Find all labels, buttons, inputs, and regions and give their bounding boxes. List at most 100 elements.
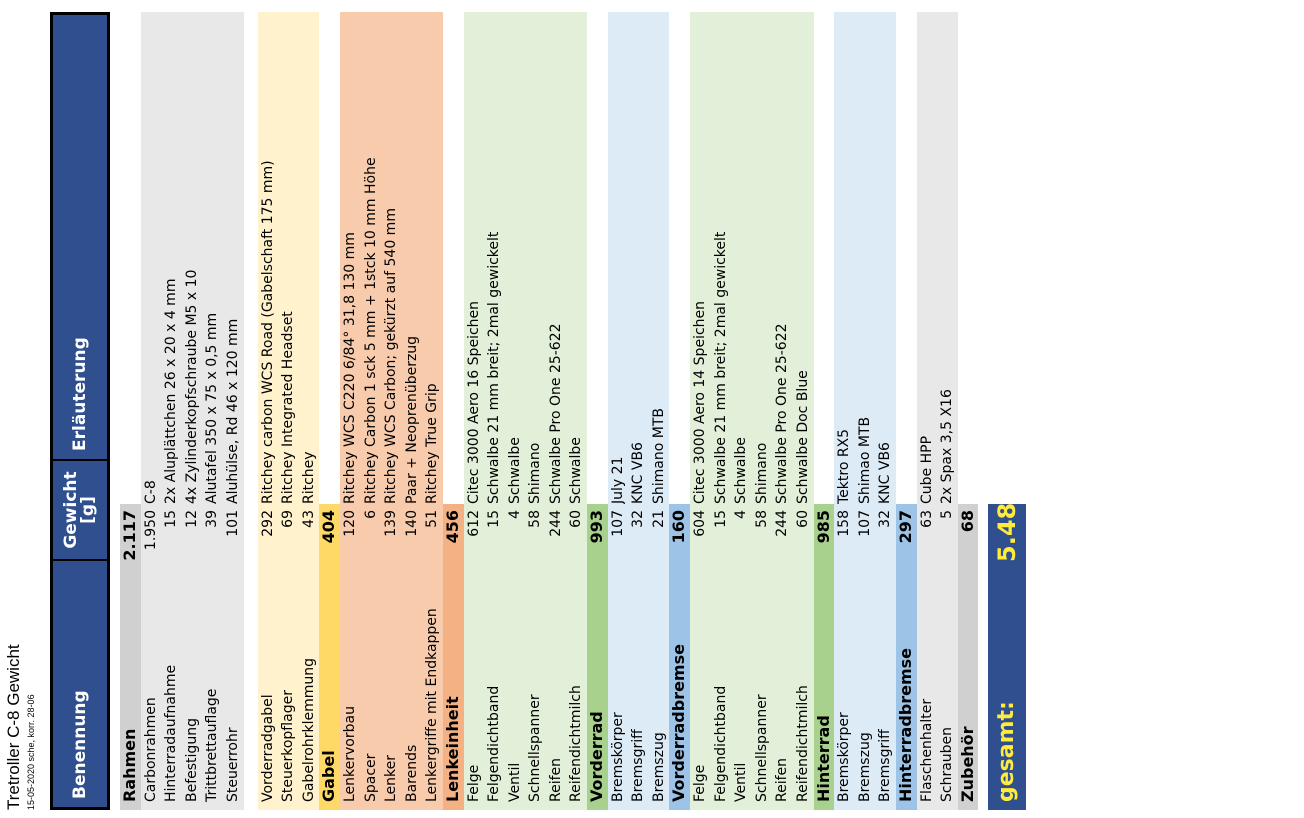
cell-weight: 58 — [753, 510, 770, 528]
section-row: Hinterrad 985 — [813, 12, 835, 810]
table-row: Ventil 4 Schwalbe — [504, 12, 526, 810]
table-row: Felgendichtband 15 Schwalbe 21 mm breit; 2… — [710, 12, 732, 810]
total-row: gesamt: 5.480 — [988, 12, 1027, 810]
table-row: Felge 612 Citec 3000 Aero 16 Speichen — [463, 12, 485, 810]
document-subtitle: 15-05-2020 sche, korr. 28-06 — [26, 694, 36, 810]
cell-name: Bremszug — [856, 732, 873, 802]
cell-weight: 139 — [383, 510, 400, 537]
cell-name: gesamt: — [994, 701, 1020, 802]
cell-note: KNC VB6 — [630, 442, 647, 504]
table-row: Bremskörper 107 July 21 — [607, 12, 629, 810]
cell-name: Barends — [403, 744, 420, 802]
table-row: Barends 140 Paar + Neoprenüberzug — [401, 12, 423, 810]
cell-note: Ritchey Carbon 1 sck 5 mm + 1stck 10 mm … — [362, 157, 379, 504]
cell-weight: 101 — [224, 510, 241, 537]
section-row: Lenkeinheit 456 — [442, 12, 464, 810]
cell-note: Ritchey — [300, 451, 317, 504]
cell-name: Gabel — [319, 750, 339, 802]
cell-weight: 292 — [259, 510, 276, 537]
cell-note: Cube HPP — [918, 435, 935, 504]
cell-weight: 32 — [630, 510, 647, 528]
cell-note — [988, 12, 1027, 504]
table-row: Reifen 244 Schwalbe Pro One 25-622 — [545, 12, 567, 810]
header-name: Benennung — [53, 559, 107, 807]
cell-name: Felge — [692, 764, 709, 802]
cell-note: Ritchey Integrated Headset — [280, 311, 297, 504]
cell-note: Citec 3000 Aero 16 Speichen — [465, 301, 482, 504]
cell-weight: 68 — [957, 510, 977, 533]
cell-note: Shimao MTB — [856, 416, 873, 504]
cell-weight: 160 — [669, 510, 689, 544]
cell-name: Ventil — [733, 762, 750, 802]
cell-note: KNC VB6 — [877, 442, 894, 504]
cell-note: Paar + Neoprenüberzug — [403, 335, 420, 504]
table-row: Lenkergriffe mit Endkappen 51 Ritchey True… — [422, 12, 443, 810]
table-row: Schnellspanner 58 Shimano — [751, 12, 773, 810]
cell-weight: 2.117 — [120, 510, 139, 561]
cell-weight: 51 — [424, 510, 441, 528]
cell-weight: 244 — [547, 510, 564, 537]
cell-weight: 4 — [733, 510, 750, 519]
cell-name: Bremszug — [650, 732, 667, 802]
cell-note: Tektro RX5 — [836, 428, 853, 504]
cell-name: Lenker — [383, 754, 400, 802]
cell-note — [895, 12, 917, 504]
cell-weight: 985 — [813, 510, 833, 544]
cell-note: Aluhülse, Rd 46 x 120 mm — [224, 318, 241, 504]
cell-name: Bremskörper — [836, 712, 853, 802]
section-row: Rahmen 2.117 — [120, 12, 141, 810]
cell-name: Felge — [465, 764, 482, 802]
section-row: Hinterradbremse 297 — [895, 12, 917, 810]
cell-name: Felgendichtband — [712, 685, 729, 802]
section-row: Vorderradbremse 160 — [669, 12, 691, 810]
cell-name: Trittbrettauflage — [204, 688, 221, 802]
cell-weight: 140 — [403, 510, 420, 537]
cell-name: Steuerkopflager — [280, 690, 297, 802]
cell-note — [669, 12, 691, 504]
cell-name: Flaschenhalter — [918, 698, 935, 802]
table-row: Hinterradaufnahme 15 2x Aluplättchen 26 x … — [161, 12, 182, 810]
table-row: Lenkervorbau 120 Ritchey WCS C220 6/84° 31… — [339, 12, 361, 810]
cell-name: Befestigung — [183, 718, 200, 802]
cell-weight: 244 — [774, 510, 791, 537]
table-row: Gabelrohrklemmung 43 Ritchey — [298, 12, 320, 810]
cell-note: Schwalbe 21 mm breit; 2mal gewickelt — [486, 231, 503, 504]
cell-name: Schnellspanner — [527, 694, 544, 802]
table-row: Bremsgriff 32 KNC VB6 — [875, 12, 896, 810]
cell-note: Alutafel 350 x 75 x 0,5 mm — [204, 312, 221, 504]
cell-note: Ritchey carbon WCS Road (Gabelschaft 175… — [259, 160, 276, 504]
cell-name: Schnellspanner — [753, 694, 770, 802]
cell-name: Lenkeinheit — [442, 696, 462, 802]
cell-weight: 107 — [609, 510, 626, 537]
cell-note: Shimano — [527, 442, 544, 504]
cell-weight: 158 — [836, 510, 853, 537]
cell-name: Lenkergriffe mit Endkappen — [424, 608, 441, 802]
table-row: Lenker 139 Ritchey WCS Carbon; gekürzt auf… — [381, 12, 402, 810]
cell-note — [442, 12, 464, 504]
table-row: Steuerrohr 101 Aluhülse, Rd 46 x 120 mm — [222, 12, 244, 810]
cell-weight: 120 — [341, 510, 358, 537]
cell-weight: 32 — [877, 510, 894, 528]
cell-name: Rahmen — [120, 728, 139, 802]
cell-name: Vorderradbremse — [669, 644, 689, 802]
cell-name: Bremsgriff — [630, 729, 647, 802]
cell-weight: 60 — [568, 510, 585, 528]
cell-name: Reifen — [774, 757, 791, 802]
cell-name: Hinterradaufnahme — [163, 664, 180, 802]
cell-weight: 60 — [795, 510, 811, 528]
section-row: Vorderrad 993 — [587, 12, 608, 810]
section-row: Zubehör 68 — [957, 12, 979, 810]
table-row: Steuerkopflager 69 Ritchey Integrated Head… — [278, 12, 299, 810]
cell-note — [120, 12, 141, 504]
cell-weight: 5.480 — [993, 486, 1022, 562]
table-row: Bremsgriff 32 KNC VB6 — [628, 12, 649, 810]
cell-note: July 21 — [609, 456, 626, 504]
cell-note: Shimano MTB — [650, 408, 667, 504]
cell-weight: 12 — [183, 510, 200, 528]
cell-name: Schrauben — [939, 726, 956, 802]
header-weight: Gewicht [g] — [53, 459, 107, 559]
table-row: Schrauben 5 2x Spax 3,5 X16 — [937, 12, 958, 810]
cell-note: Schwalbe Pro One 25-622 — [547, 323, 564, 504]
cell-weight: 1.950 — [142, 510, 159, 551]
cell-note — [587, 12, 608, 504]
